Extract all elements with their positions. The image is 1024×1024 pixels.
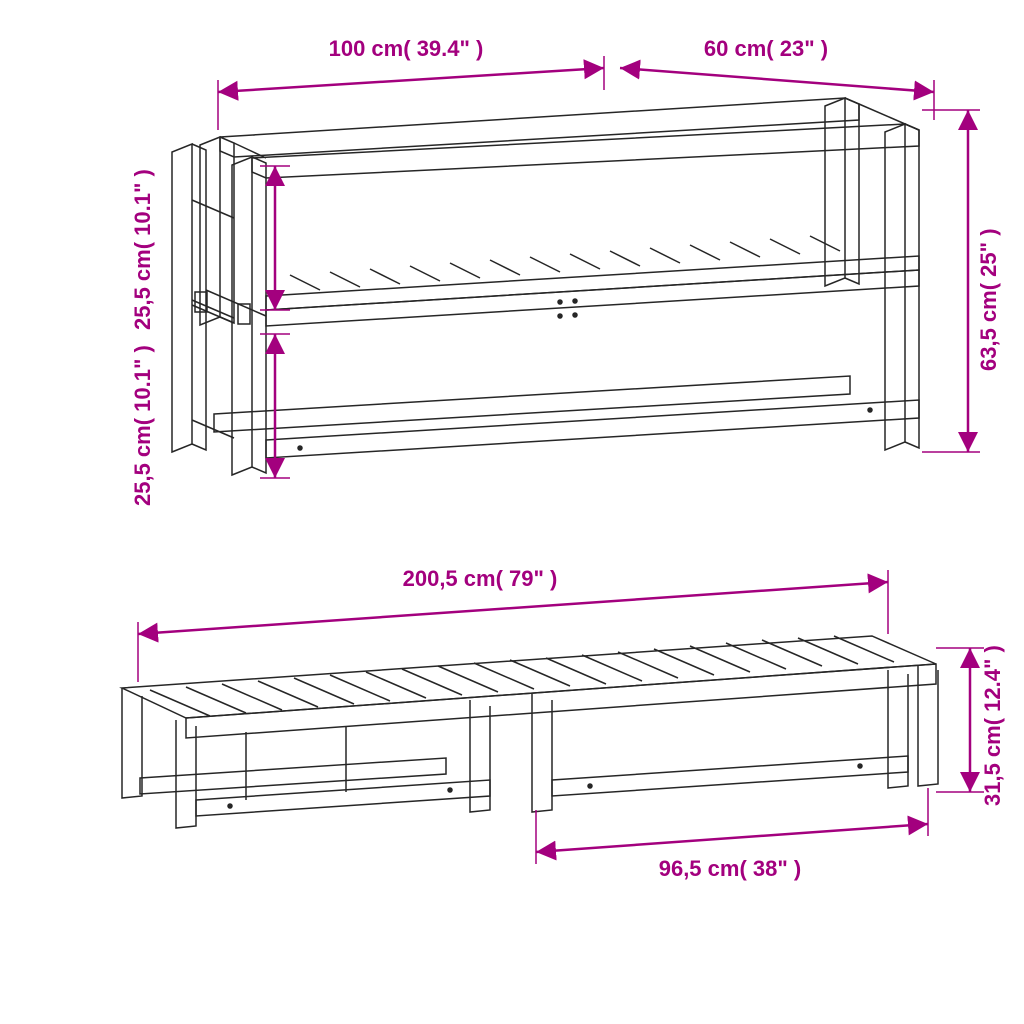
- dim-ext-height: 31,5 cm( 12.4" ): [980, 636, 1006, 816]
- dim-ext-length: 200,5 cm( 79" ): [300, 566, 660, 592]
- dim-seg-lower: 25,5 cm( 10.1" ): [130, 336, 156, 516]
- dim-top-height: 63,5 cm( 25" ): [976, 170, 1002, 430]
- dim-top-depth: 60 cm( 23" ): [636, 36, 896, 62]
- dim-ext-half: 96,5 cm( 38" ): [580, 856, 880, 882]
- dim-seg-upper: 25,5 cm( 10.1" ): [130, 160, 156, 340]
- extended-bed-drawing: [122, 636, 938, 828]
- folded-bench-drawing: [172, 98, 919, 475]
- dim-top-width: 100 cm( 39.4" ): [236, 36, 576, 62]
